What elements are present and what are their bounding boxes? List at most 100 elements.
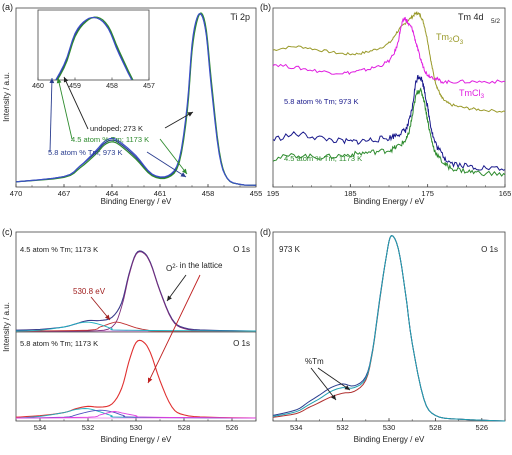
panel-c-ylabel: Intensity / a.u. [2, 302, 11, 352]
panel-b-title-sub: 5/2 [491, 18, 500, 25]
panel-a-annot-58: 5.8 atom % Tm; 973 K [48, 148, 122, 157]
panel-a-inset-arrow-1 [63, 76, 89, 130]
panel-d-title: O 1s [481, 245, 498, 254]
panel-b-series-0 [272, 11, 506, 113]
panel-b-x-tick-label: 185 [344, 189, 357, 198]
panel-c-arrow-lattice-2 [147, 274, 201, 384]
panel-b-series-1 [272, 16, 506, 85]
panel-a-x-tick-label: 455 [250, 189, 263, 198]
panel-b-annot-45: 4.5 atom % Tm; 1173 K [284, 154, 362, 163]
label-part: 2- [172, 264, 177, 270]
panel-d-arrow-tm-1 [310, 367, 337, 401]
label-part: TmCl [459, 88, 481, 98]
label-part: O [166, 264, 172, 273]
panel-a-inset-arrow-3-head [49, 78, 55, 84]
panel-c-arrow-lattice-1-head [167, 295, 172, 301]
label-part: Tm [436, 32, 449, 42]
panel-a-xlabel: Binding Energy / eV [101, 197, 172, 206]
panel-c-sub1-series-0 [15, 339, 257, 419]
panel-a-annot-45: 4.5 atom % Tm; 1173 K [71, 135, 149, 144]
panel-c-sub1-label: 5.8 atom % Tm; 1173 K [20, 339, 98, 348]
panel-d-series-2 [272, 235, 506, 422]
panel-a-label: (a) [2, 2, 13, 12]
panel-d-x-tick-label: 534 [290, 423, 303, 432]
panel-a-frame [15, 7, 257, 188]
panel-c-sub0-series-1 [15, 251, 257, 332]
label-part: O [453, 34, 460, 44]
panel-c-x-tick-label: 528 [178, 423, 191, 432]
panel-d-series-1 [272, 235, 506, 422]
panel-c-annot-lattice: O2- in the lattice [166, 261, 223, 273]
panel-d-arrow-tm-2-head [344, 385, 350, 390]
panel-a-series-2 [15, 12, 257, 186]
panel-c-xlabel: Binding Energy / eV [101, 435, 172, 444]
panel-c-arrow-lattice-2-head [148, 377, 153, 383]
panel-a-inset-tick-label: 460 [32, 83, 44, 90]
panel-a-inset-tick-label: 459 [69, 83, 81, 90]
panel-a-inset-tick-label: 457 [143, 83, 155, 90]
panel-c-sub0-series-2 [15, 321, 256, 332]
panel-a-x-tick-label: 461 [154, 189, 167, 198]
panel-d-label: (d) [260, 227, 271, 237]
panel-b-x-tick-label: 165 [499, 189, 512, 198]
panel-a-arrow-45 [159, 138, 188, 175]
panel-a-x-tick-label: 464 [106, 189, 119, 198]
panel-a-arrow-58 [146, 151, 187, 178]
panel-d-x-tick-label: 532 [336, 423, 349, 432]
panel-a-inset-series-1 [56, 16, 134, 80]
panel-b-xlabel: Binding Energy / eV [354, 197, 425, 206]
panel-d-arrow-tm-1-head [331, 394, 336, 400]
panel-c-annot-5308: 530.8 eV [73, 287, 106, 296]
panel-a-arrow-undoped-head [187, 112, 193, 117]
panel-c-sub0-label: 4.5 atom % Tm; 1173 K [20, 245, 98, 254]
panel-a-arrow-undoped [164, 111, 194, 129]
panel-b-annot-58: 5.8 atom % Tm; 973 K [284, 97, 358, 106]
panel-b-title: Tm 4d [458, 12, 484, 22]
panel-a-arrow-45-head [182, 168, 187, 174]
panel-a-inset-tick-label: 458 [106, 83, 118, 90]
panel-c-x-tick-label: 532 [82, 423, 95, 432]
label-part: 3 [481, 93, 485, 100]
panel-c-sub1-series-1 [15, 408, 257, 419]
panel-b-series-2 [272, 74, 506, 171]
panel-a-arrow-58-head [180, 172, 186, 177]
panel-c-x-tick-label: 530 [130, 423, 143, 432]
label-part: 2 [449, 37, 453, 44]
panel-c-x-tick-label: 534 [34, 423, 47, 432]
panel-a-annot-undoped: undoped; 273 K [90, 124, 143, 133]
panel-c-sub1-series-2 [15, 409, 257, 419]
panel-a-inset-arrow-2 [57, 77, 73, 140]
panel-a-x-tick-label: 467 [58, 189, 71, 198]
panel-a-inset-arrow-2-head [56, 78, 62, 84]
panel-a-title: Ti 2p [230, 12, 250, 22]
panel-d-series-0 [272, 235, 506, 422]
panel-b-annot-tmcl3: TmCl3 [459, 88, 485, 100]
panel-d-x-tick-label: 528 [429, 423, 442, 432]
panel-a-x-tick-label: 458 [202, 189, 215, 198]
panel-a-ylabel: Intensity / a.u. [2, 72, 11, 122]
panel-c-label: (c) [2, 227, 13, 237]
panel-a-inset-plot [54, 16, 134, 80]
panel-d-x-tick-label: 526 [476, 423, 489, 432]
panel-d-arrow-tm-2 [317, 367, 351, 391]
label-part: in the lattice [178, 261, 223, 270]
panel-d-annot-tm: %Tm [305, 357, 324, 366]
panel-b-label: (b) [260, 2, 271, 12]
panel-b-series-3 [272, 87, 506, 177]
panel-a-inset-arrow-1-head [63, 77, 69, 83]
label-part: 3 [460, 39, 464, 46]
panel-a-x-tick-label: 470 [10, 189, 23, 198]
panel-a-inset-series-2 [54, 16, 133, 80]
panel-c-arrow-lattice-1 [166, 274, 187, 302]
panel-c-sub0-title: O 1s [233, 245, 250, 254]
panel-b-x-tick-label: 175 [421, 189, 434, 198]
panel-a-inset-arrow-3 [49, 77, 53, 153]
panel-b-x-tick-label: 195 [267, 189, 280, 198]
panel-a-inset-frame [37, 9, 150, 81]
panel-d-frame [272, 231, 506, 422]
panel-c-sub1-title: O 1s [233, 339, 250, 348]
panel-d-xlabel: Binding Energy / eV [354, 435, 425, 444]
panel-c-sub1-series-3 [15, 411, 257, 419]
panel-d-x-tick-label: 530 [383, 423, 396, 432]
